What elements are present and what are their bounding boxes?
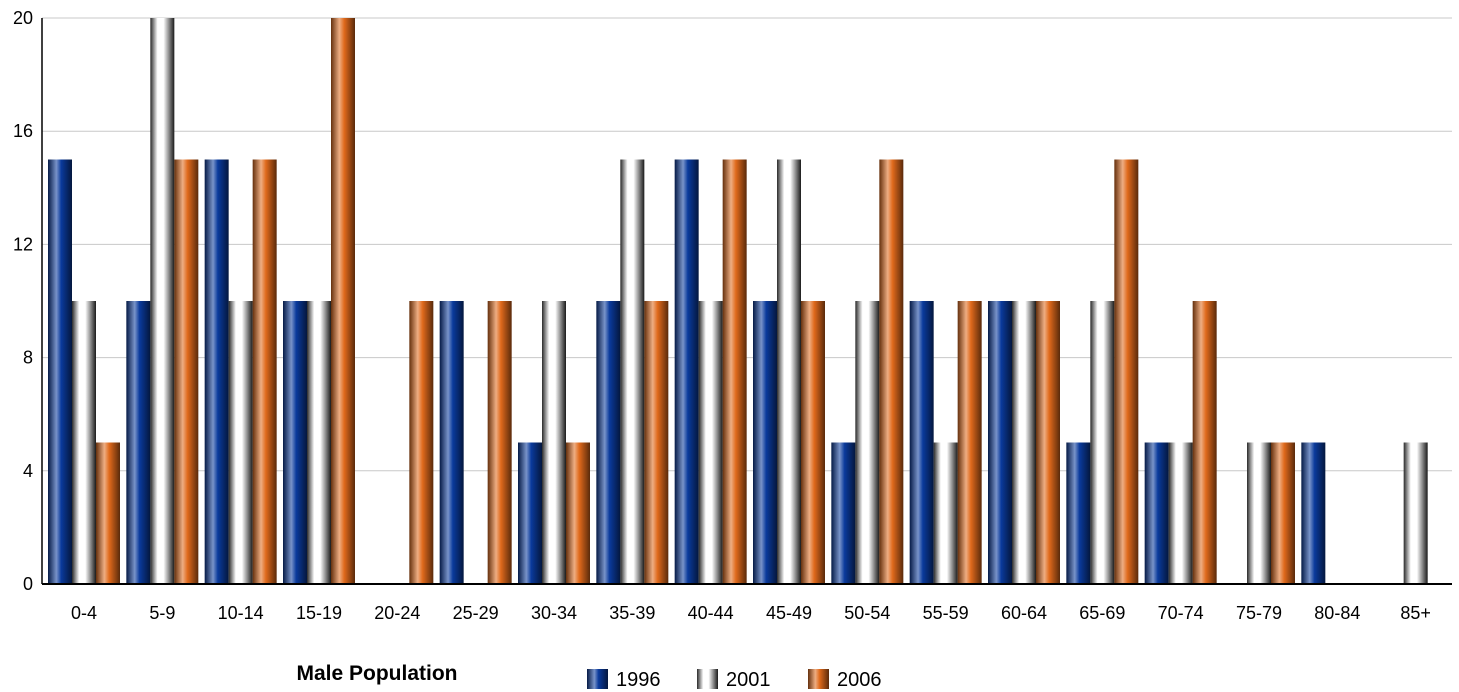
x-tick-label: 65-69 — [1079, 603, 1125, 623]
bar-2001-65-69 — [1090, 301, 1115, 584]
axes — [41, 18, 1452, 585]
x-tick-label: 35-39 — [609, 603, 655, 623]
bar-2001-60-64 — [1012, 301, 1036, 584]
legend-label-2001: 2001 — [726, 669, 771, 691]
x-tick-label: 40-44 — [688, 603, 734, 623]
bar-1996-45-49 — [753, 301, 777, 584]
bar-2006-30-34 — [566, 442, 590, 584]
bar-1996-70-74 — [1144, 442, 1169, 584]
legend: 1996 2001 2006 — [587, 669, 882, 691]
x-tick-label: 60-64 — [1001, 603, 1047, 623]
x-tick-label: 75-79 — [1236, 603, 1282, 623]
y-tick-label: 8 — [23, 348, 33, 368]
x-tick-label: 0-4 — [71, 603, 97, 623]
y-tick-label: 4 — [23, 461, 33, 481]
bar-1996-55-59 — [909, 301, 934, 584]
x-tick-labels: 0-4 5-9 10-14 15-19 20-24 25-29 30-34 35-39 40-4… — [71, 603, 1431, 623]
bar-2006-40-44 — [722, 159, 747, 584]
bar-1996-65-69 — [1066, 442, 1091, 584]
x-tick-label: 45-49 — [766, 603, 812, 623]
y-tick-label: 0 — [23, 574, 33, 594]
bar-2006-65-69 — [1114, 159, 1139, 584]
bar-1996-25-29 — [439, 301, 464, 584]
bar-1996-30-34 — [518, 442, 542, 584]
bar-1996-15-19 — [283, 301, 307, 584]
bar-2001-10-14 — [228, 301, 253, 584]
bar-2001-70-74 — [1168, 442, 1193, 584]
bar-2006-75-79 — [1271, 442, 1295, 584]
x-tick-label: 25-29 — [453, 603, 499, 623]
y-tick-label: 16 — [13, 121, 33, 141]
gridlines — [42, 17, 1452, 472]
bar-2006-5-9 — [174, 159, 199, 584]
x-tick-label: 70-74 — [1158, 603, 1204, 623]
bar-2001-50-54 — [855, 301, 880, 584]
bar-2006-15-19 — [331, 18, 355, 584]
bar-1996-0-4 — [48, 159, 72, 584]
bar-2006-25-29 — [487, 301, 512, 584]
x-tick-label: 85+ — [1400, 603, 1431, 623]
bar-2001-5-9 — [150, 18, 175, 584]
bar-2001-75-79 — [1247, 442, 1271, 584]
bar-2006-10-14 — [252, 159, 277, 584]
bar-2006-20-24 — [409, 301, 434, 584]
x-tick-label: 55-59 — [923, 603, 969, 623]
bars — [48, 18, 1428, 584]
chart-title: Male Population — [296, 662, 457, 685]
x-tick-label: 15-19 — [296, 603, 342, 623]
bar-2001-15-19 — [307, 301, 331, 584]
x-tick-label: 30-34 — [531, 603, 577, 623]
bar-2001-85+ — [1403, 442, 1428, 584]
bar-2006-60-64 — [1036, 301, 1060, 584]
bar-2006-0-4 — [96, 442, 120, 584]
bar-1996-50-54 — [831, 442, 856, 584]
bar-2001-55-59 — [933, 442, 958, 584]
x-tick-label: 10-14 — [218, 603, 264, 623]
bar-1996-35-39 — [596, 301, 621, 584]
bar-1996-80-84 — [1301, 442, 1326, 584]
bar-2006-55-59 — [957, 301, 982, 584]
legend-swatch-2001 — [697, 669, 718, 689]
bar-2006-45-49 — [801, 301, 825, 584]
x-tick-label: 80-84 — [1314, 603, 1360, 623]
y-tick-labels: 0 4 8 12 16 20 — [13, 8, 33, 594]
x-tick-label: 20-24 — [374, 603, 420, 623]
legend-label-1996: 1996 — [616, 669, 661, 691]
bar-2001-0-4 — [72, 301, 96, 584]
bar-2006-70-74 — [1192, 301, 1217, 584]
bar-2006-35-39 — [644, 301, 669, 584]
x-tick-label: 5-9 — [149, 603, 175, 623]
bar-2006-50-54 — [879, 159, 904, 584]
bar-2001-40-44 — [698, 301, 723, 584]
legend-swatch-1996 — [587, 669, 608, 689]
x-tick-label: 50-54 — [844, 603, 890, 623]
bar-1996-5-9 — [126, 301, 151, 584]
bar-2001-30-34 — [542, 301, 566, 584]
legend-swatch-2006 — [808, 669, 829, 689]
bar-1996-60-64 — [988, 301, 1012, 584]
legend-label-2006: 2006 — [837, 669, 882, 691]
y-tick-label: 20 — [13, 8, 33, 28]
bar-2001-45-49 — [777, 159, 801, 584]
y-tick-label: 12 — [13, 234, 33, 254]
bar-1996-40-44 — [674, 159, 699, 584]
bar-1996-10-14 — [204, 159, 229, 584]
bar-2001-35-39 — [620, 159, 645, 584]
